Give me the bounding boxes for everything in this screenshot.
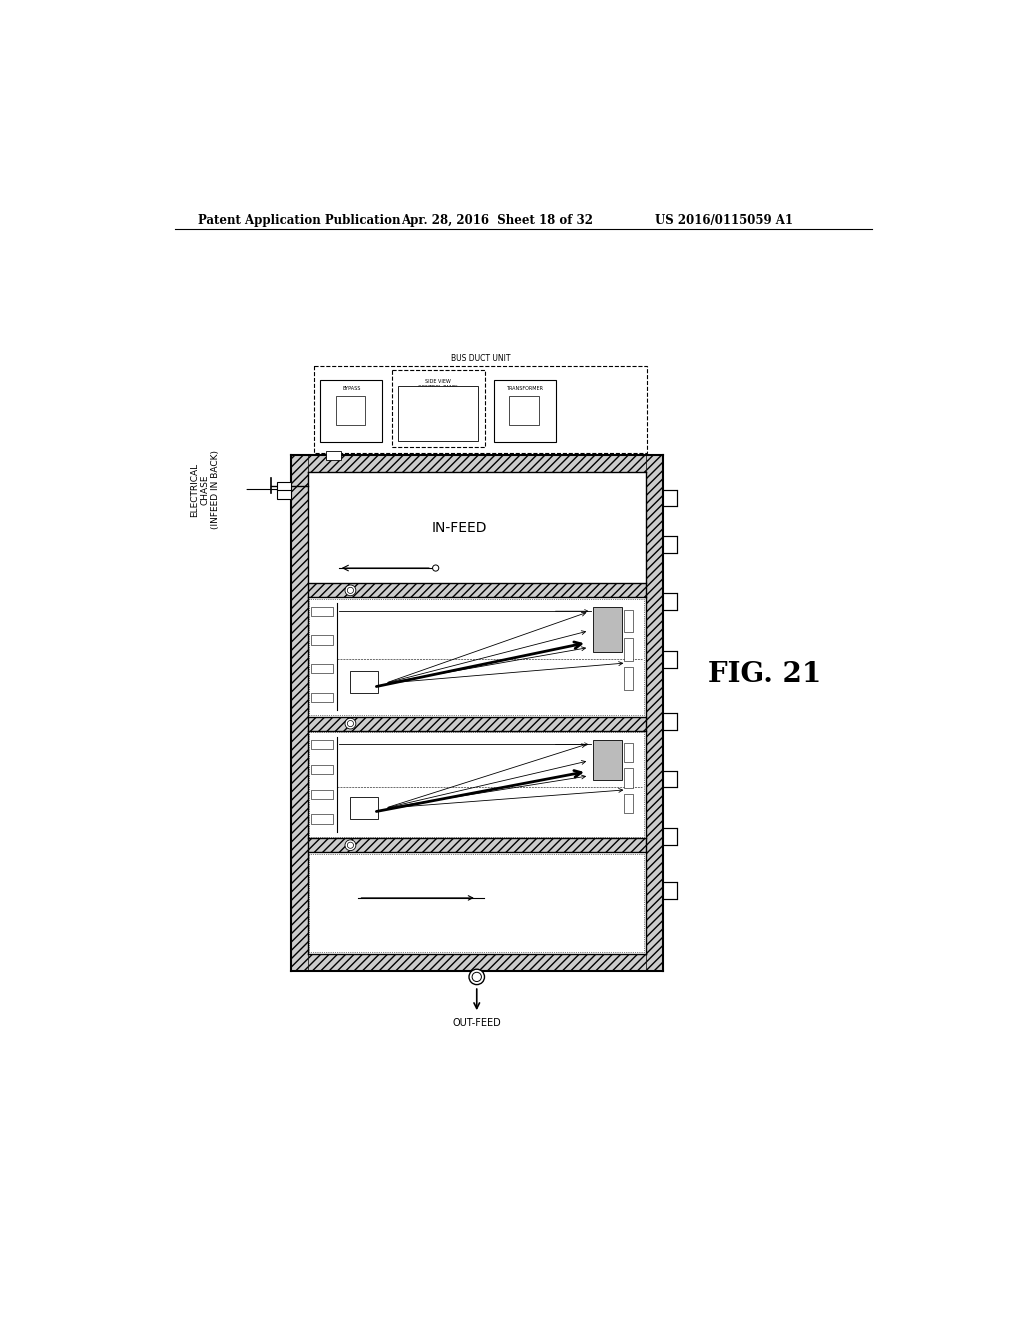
Bar (663, 490, 677, 507)
Bar (309, 854, 644, 952)
Bar (311, 693, 333, 702)
Circle shape (472, 973, 481, 982)
Bar (509, 396, 539, 425)
Bar (311, 814, 333, 824)
Text: BYPASS: BYPASS (342, 387, 360, 391)
Circle shape (345, 585, 356, 595)
Bar (308, 583, 646, 597)
Text: BUS DUCT UNIT: BUS DUCT UNIT (451, 354, 510, 363)
Text: OUT-FEED: OUT-FEED (453, 1019, 501, 1028)
Bar (494, 380, 556, 442)
Bar (593, 739, 622, 780)
Bar (663, 829, 677, 845)
Text: SIDE VIEW
CONTROL PANEL: SIDE VIEW CONTROL PANEL (418, 379, 459, 391)
Text: US 2016/0115059 A1: US 2016/0115059 A1 (655, 214, 793, 227)
Bar (663, 651, 677, 668)
Bar (311, 664, 333, 673)
Circle shape (469, 969, 484, 985)
Text: TRANSFORMER: TRANSFORMER (506, 387, 544, 391)
Bar (624, 793, 633, 813)
Bar (593, 607, 622, 652)
Bar (663, 882, 677, 899)
Bar (311, 764, 333, 774)
Bar (291, 455, 663, 471)
Bar (309, 599, 644, 715)
Bar (663, 536, 677, 553)
Bar (291, 455, 308, 970)
Text: ELECTRICAL
CHASE
(INFEED IN BACK): ELECTRICAL CHASE (INFEED IN BACK) (190, 450, 220, 529)
Bar (663, 594, 677, 610)
Bar (314, 367, 647, 453)
Circle shape (347, 587, 353, 594)
Bar (624, 639, 633, 661)
Bar (350, 797, 378, 818)
Bar (663, 771, 677, 788)
Bar (308, 838, 646, 853)
Circle shape (345, 840, 356, 850)
Text: Apr. 28, 2016  Sheet 18 of 32: Apr. 28, 2016 Sheet 18 of 32 (400, 214, 593, 227)
Bar (336, 396, 366, 425)
Bar (308, 717, 646, 730)
Bar (291, 954, 663, 970)
Bar (624, 668, 633, 690)
Bar (326, 451, 341, 461)
Bar (624, 743, 633, 762)
Text: Patent Application Publication: Patent Application Publication (198, 214, 400, 227)
Bar (397, 385, 478, 441)
Bar (646, 455, 663, 970)
Bar (624, 768, 633, 788)
Circle shape (347, 721, 353, 726)
Bar (309, 733, 644, 837)
Bar (311, 789, 333, 799)
Bar (311, 739, 333, 748)
Bar (663, 713, 677, 730)
Bar (624, 610, 633, 632)
Circle shape (432, 565, 438, 572)
Circle shape (345, 718, 356, 729)
Bar (311, 607, 333, 615)
Bar (350, 672, 378, 693)
Bar (391, 370, 484, 447)
Bar (321, 380, 382, 442)
Bar (276, 482, 291, 499)
Bar (311, 635, 333, 644)
Circle shape (347, 842, 353, 849)
Text: FIG. 21: FIG. 21 (708, 661, 821, 688)
Text: IN-FEED: IN-FEED (432, 520, 487, 535)
